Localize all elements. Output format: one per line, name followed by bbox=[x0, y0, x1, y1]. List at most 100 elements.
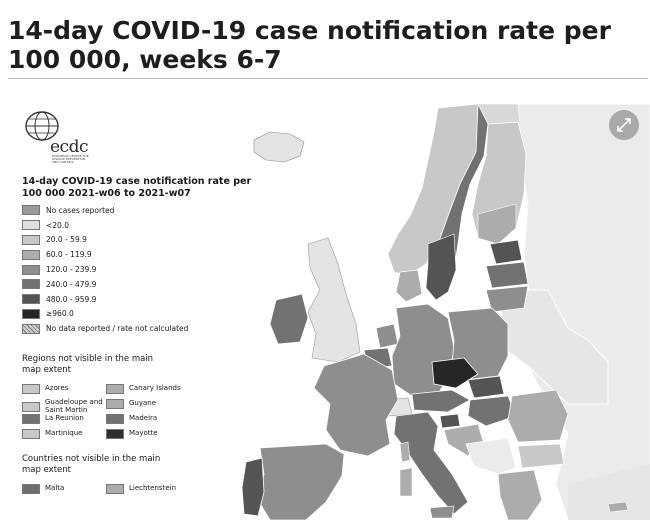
region-label: Madeira bbox=[129, 414, 158, 423]
legend-swatch bbox=[22, 205, 40, 216]
legend-label: 60.0 - 119.9 bbox=[46, 250, 92, 260]
region-swatch bbox=[106, 484, 124, 494]
ireland bbox=[269, 293, 309, 345]
countries-heading: Countries not visible in the main map ex… bbox=[22, 454, 161, 475]
region-label: Liechtenstein bbox=[129, 484, 177, 493]
slovakia bbox=[467, 375, 505, 399]
region-legend-item: La Reunion bbox=[22, 414, 84, 424]
legend-label: 480.0 - 959.9 bbox=[46, 294, 97, 304]
iceland bbox=[253, 131, 305, 163]
region-swatch bbox=[106, 399, 124, 409]
region-legend-item: Madeira bbox=[106, 414, 157, 424]
countries-grid: Malta Liechtenstein bbox=[22, 484, 222, 504]
legend-item: 60.0 - 119.9 bbox=[22, 247, 188, 262]
region-swatch bbox=[106, 429, 124, 439]
legend-label: 20.0 - 59.9 bbox=[46, 235, 87, 245]
region-swatch bbox=[22, 401, 40, 412]
legend-label: 240.0 - 479.9 bbox=[46, 279, 97, 289]
page-title: 14-day COVID-19 case notification rate p… bbox=[8, 16, 611, 74]
legend-list: No cases reported <20.0 20.0 - 59.9 60.0 - … bbox=[22, 203, 188, 336]
region-label: Azores bbox=[45, 384, 69, 393]
non-eu-turkey-area bbox=[568, 464, 650, 520]
region-label: Guyane bbox=[129, 399, 157, 408]
austria bbox=[411, 389, 471, 413]
legend-swatch bbox=[22, 264, 40, 275]
finland-south bbox=[477, 203, 517, 245]
legend-label: 120.0 - 239.9 bbox=[46, 265, 97, 275]
denmark bbox=[395, 269, 423, 303]
legend-item: No data reported / rate not calculated bbox=[22, 321, 188, 336]
region-swatch bbox=[106, 384, 124, 394]
slovenia bbox=[439, 413, 461, 429]
region-legend-item: Canary Islands bbox=[106, 384, 181, 394]
legend-swatch bbox=[22, 308, 40, 319]
united-kingdom bbox=[307, 237, 361, 363]
regions-grid: Azores Canary Islands Guadeloupe and Saint… bbox=[22, 384, 222, 454]
legend-item: 480.0 - 959.9 bbox=[22, 292, 188, 307]
legend-label: ≥960.0 bbox=[46, 309, 74, 319]
corsica bbox=[399, 441, 411, 463]
non-eu-balkans bbox=[465, 437, 517, 475]
region-label: La Reunion bbox=[45, 414, 84, 423]
legend-item: 120.0 - 239.9 bbox=[22, 262, 188, 277]
czechia bbox=[431, 357, 479, 389]
lithuania bbox=[485, 285, 529, 313]
region-legend-item: Mayotte bbox=[106, 429, 158, 439]
region-label: Guadeloupe and Saint Martin bbox=[45, 398, 103, 414]
region-swatch bbox=[22, 384, 40, 394]
legend-swatch bbox=[22, 294, 40, 305]
france bbox=[313, 353, 399, 457]
latvia bbox=[485, 261, 529, 289]
region-label: Malta bbox=[45, 484, 65, 493]
ecdc-logo: ecdc EUROPEAN CENTRE FOR DISEASE PREVENT… bbox=[24, 110, 94, 164]
estonia bbox=[489, 239, 523, 265]
sicily bbox=[429, 505, 455, 519]
region-label: Mayotte bbox=[129, 429, 158, 438]
region-legend-item: Guyane bbox=[106, 399, 156, 409]
legend-swatch bbox=[22, 249, 40, 260]
legend-item: No cases reported bbox=[22, 203, 188, 218]
hungary bbox=[467, 395, 517, 427]
region-legend-item: Martinique bbox=[22, 429, 82, 439]
region-legend-item: Guadeloupe and Saint Martin bbox=[22, 398, 103, 414]
logo-subtitle: EUROPEAN CENTRE FOR DISEASE PREVENTION A… bbox=[52, 154, 89, 164]
sardinia bbox=[399, 467, 413, 497]
legend-title: 14-day COVID-19 case notification rate p… bbox=[22, 176, 252, 199]
region-label: Martinique bbox=[45, 429, 83, 438]
expand-arrows-icon bbox=[617, 118, 631, 132]
globe-logo-icon bbox=[25, 111, 59, 141]
portugal bbox=[241, 457, 265, 517]
region-swatch bbox=[22, 429, 40, 439]
region-swatch bbox=[22, 414, 40, 424]
expand-map-button[interactable] bbox=[609, 110, 639, 140]
region-legend-item: Liechtenstein bbox=[106, 484, 176, 494]
spain bbox=[257, 443, 345, 520]
legend-label: No cases reported bbox=[46, 205, 115, 215]
legend-item: 240.0 - 479.9 bbox=[22, 277, 188, 292]
legend-label: No data reported / rate not calculated bbox=[46, 324, 189, 334]
bulgaria bbox=[517, 443, 565, 469]
map-panel[interactable]: ecdc EUROPEAN CENTRE FOR DISEASE PREVENT… bbox=[8, 104, 650, 520]
legend-swatch bbox=[22, 234, 40, 245]
netherlands bbox=[375, 323, 399, 349]
sweden-south bbox=[425, 233, 457, 301]
region-legend-item: Malta bbox=[22, 484, 64, 494]
region-swatch bbox=[106, 414, 124, 424]
region-legend-item: Azores bbox=[22, 384, 68, 394]
region-label: Canary Islands bbox=[129, 384, 181, 393]
italy bbox=[393, 411, 469, 515]
greece bbox=[497, 469, 543, 520]
romania bbox=[507, 389, 569, 443]
title-divider bbox=[8, 78, 648, 79]
legend-swatch bbox=[22, 220, 40, 231]
legend-item: ≥960.0 bbox=[22, 307, 188, 322]
region-swatch bbox=[22, 484, 40, 494]
legend-item: <20.0 bbox=[22, 218, 188, 233]
regions-heading: Regions not visible in the main map exte… bbox=[22, 354, 154, 375]
legend-label: <20.0 bbox=[46, 220, 69, 230]
legend-swatch bbox=[22, 279, 40, 290]
europe-choropleth-map[interactable] bbox=[8, 104, 650, 520]
logo-wordmark: ecdc bbox=[50, 137, 89, 157]
legend-item: 20.0 - 59.9 bbox=[22, 233, 188, 248]
cyprus bbox=[607, 501, 629, 513]
